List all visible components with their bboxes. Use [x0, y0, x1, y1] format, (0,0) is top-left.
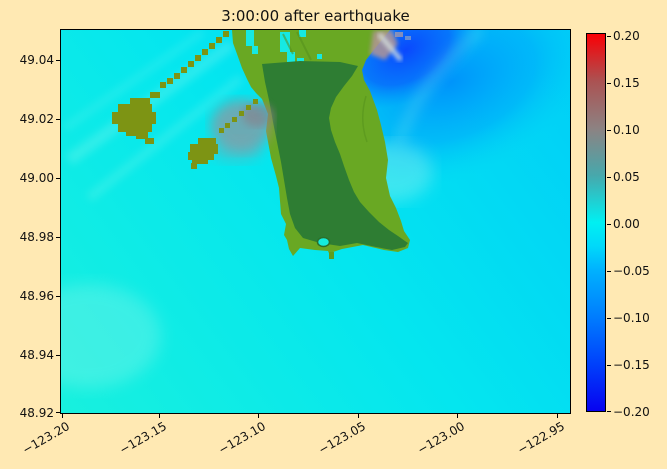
colorbar-tick-label: −0.15 — [613, 358, 650, 372]
wave-front-streaks — [63, 30, 244, 202]
y-tick-mark — [56, 296, 60, 297]
plot-title: 3:00:00 after earthquake — [221, 7, 410, 25]
shore-surge-streak — [370, 30, 411, 62]
x-tick-label: −122.95 — [514, 419, 567, 458]
y-tick-label: 49.02 — [19, 112, 54, 126]
colorbar-gradient — [587, 34, 605, 411]
y-tick-label: 48.94 — [19, 348, 54, 362]
x-tick-label: −123.20 — [19, 419, 72, 458]
colorbar-tick-mark — [607, 271, 611, 272]
colorbar-tick-label: −0.20 — [613, 405, 650, 419]
ferry-jetty — [112, 31, 229, 144]
colorbar-tick-mark — [607, 365, 611, 366]
y-tick-mark — [56, 355, 60, 356]
colorbar-tick-label: −0.10 — [613, 311, 650, 325]
x-tick-label: −123.15 — [116, 419, 169, 458]
x-tick-label: −123.10 — [215, 419, 268, 458]
x-tick-mark — [557, 414, 558, 418]
amplitude-map — [61, 30, 570, 413]
plot-area — [60, 29, 571, 414]
x-tick-mark — [457, 414, 458, 418]
y-tick-label: 48.96 — [19, 289, 54, 303]
y-tick-label: 49.00 — [19, 171, 54, 185]
sand-spit — [329, 252, 334, 259]
pale-water-patch — [61, 284, 161, 388]
x-tick-mark — [358, 414, 359, 418]
y-tick-label: 49.04 — [19, 53, 54, 67]
x-tick-label: −123.05 — [315, 419, 368, 458]
land-interior-lowland — [262, 61, 408, 250]
small-lake — [316, 236, 331, 248]
colorbar — [586, 33, 606, 412]
colorbar-tick-mark — [607, 83, 611, 84]
colorbar-tick-label: 0.15 — [613, 76, 640, 90]
colorbar-tick-mark — [607, 318, 611, 319]
port-jetty — [188, 99, 258, 169]
colorbar-tick-label: 0.00 — [613, 217, 640, 231]
colorbar-tick-mark — [607, 177, 611, 178]
colorbar-tick-mark — [607, 130, 611, 131]
x-tick-mark — [62, 414, 63, 418]
x-tick-label: −123.00 — [414, 419, 467, 458]
y-tick-mark — [56, 412, 60, 413]
colorbar-tick-label: 0.10 — [613, 123, 640, 137]
colorbar-tick-mark — [607, 411, 611, 412]
x-tick-mark — [258, 414, 259, 418]
y-tick-mark — [56, 119, 60, 120]
y-tick-mark — [56, 178, 60, 179]
land-texture-lines — [282, 31, 368, 143]
y-tick-label: 48.92 — [19, 406, 54, 420]
colorbar-tick-mark — [607, 36, 611, 37]
y-tick-mark — [56, 237, 60, 238]
colorbar-tick-label: 0.20 — [613, 29, 640, 43]
x-tick-mark — [159, 414, 160, 418]
y-tick-label: 48.98 — [19, 230, 54, 244]
colorbar-tick-mark — [607, 224, 611, 225]
y-tick-mark — [56, 60, 60, 61]
colorbar-tick-label: 0.05 — [613, 170, 640, 184]
colorbar-tick-label: −0.05 — [613, 264, 650, 278]
